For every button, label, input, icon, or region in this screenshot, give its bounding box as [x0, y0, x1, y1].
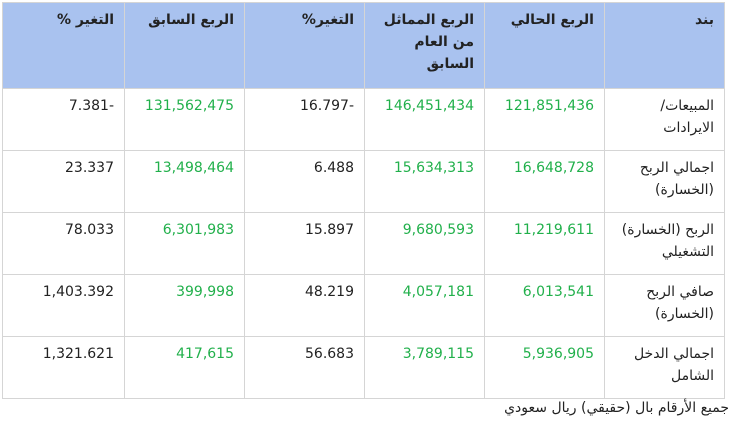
value-cell: 13,498,464 — [124, 150, 245, 213]
table-row: اجمالي الربح (الخسارة) 16,648,728 15,634,3… — [2, 150, 725, 213]
value-cell: 78.033 — [2, 212, 125, 275]
cell-value: 131,562,475 — [144, 98, 234, 114]
cell-value: 417,615 — [176, 346, 234, 362]
cell-value: 5,936,905 — [522, 346, 594, 362]
cell-value: 1,321.621 — [42, 346, 114, 362]
value-cell: 1,403.392 — [2, 274, 125, 337]
value-cell: 15,634,313 — [364, 150, 485, 213]
value-cell: 417,615 — [124, 336, 245, 399]
header-cell: الربع المماثل من العام السابق — [364, 2, 485, 89]
value-cell: 121,851,436 — [484, 88, 605, 151]
value-cell: 48.219 — [244, 274, 365, 337]
cell-value: 146,451,434 — [384, 98, 474, 114]
row-label: اجمالي الربح (الخسارة) — [604, 150, 725, 213]
cell-value: 15.897 — [305, 222, 354, 238]
cell-value: 15,634,313 — [393, 160, 474, 176]
value-cell: 6.488 — [244, 150, 365, 213]
value-cell: 56.683 — [244, 336, 365, 399]
cell-value: 6,301,983 — [162, 222, 234, 238]
data-table: بند الربع الحالي الربع المماثل من العام ال… — [2, 2, 725, 399]
value-cell: 6,013,541 — [484, 274, 605, 337]
cell-value: 11,219,611 — [513, 222, 594, 238]
cell-value: 56.683 — [305, 346, 354, 362]
header-cell: التغير% — [244, 2, 365, 89]
row-label: صافي الربح (الخسارة) — [604, 274, 725, 337]
header-row: بند الربع الحالي الربع المماثل من العام ال… — [2, 2, 725, 89]
value-cell: 146,451,434 — [364, 88, 485, 151]
header-cell: التغير % — [2, 2, 125, 89]
cell-value: 4,057,181 — [402, 284, 474, 300]
footer-note: جميع الأرقام بال (حقيقي) ريال سعودي — [504, 400, 729, 416]
table-wrap: بند الربع الحالي الربع المماثل من العام ال… — [2, 2, 725, 399]
cell-value: 16.797- — [299, 98, 354, 114]
cell-value: 121,851,436 — [504, 98, 594, 114]
table-row: المبيعات/ الايرادات 121,851,436 146,451,43… — [2, 88, 725, 151]
value-cell: 15.897 — [244, 212, 365, 275]
cell-value: 78.033 — [65, 222, 114, 238]
row-label: المبيعات/ الايرادات — [604, 88, 725, 151]
cell-value: 48.219 — [305, 284, 354, 300]
cell-value: 6,013,541 — [522, 284, 594, 300]
cell-value: 9,680,593 — [402, 222, 474, 238]
value-cell: 16,648,728 — [484, 150, 605, 213]
header-cell: الربع الحالي — [484, 2, 605, 89]
table-row: صافي الربح (الخسارة) 6,013,541 4,057,181 48… — [2, 274, 725, 337]
row-label: اجمالي الدخل الشامل — [604, 336, 725, 399]
cell-value: 6.488 — [313, 160, 354, 176]
value-cell: 131,562,475 — [124, 88, 245, 151]
cell-value: 23.337 — [65, 160, 114, 176]
value-cell: 23.337 — [2, 150, 125, 213]
value-cell: 5,936,905 — [484, 336, 605, 399]
value-cell: 11,219,611 — [484, 212, 605, 275]
header-cell: بند — [604, 2, 725, 89]
value-cell: 7.381- — [2, 88, 125, 151]
cell-value: 7.381- — [68, 98, 114, 114]
table-row: الربح (الخسارة) التشغيلي 11,219,611 9,680,… — [2, 212, 725, 275]
row-label: الربح (الخسارة) التشغيلي — [604, 212, 725, 275]
value-cell: 4,057,181 — [364, 274, 485, 337]
value-cell: 6,301,983 — [124, 212, 245, 275]
cell-value: 13,498,464 — [153, 160, 234, 176]
cell-value: 1,403.392 — [42, 284, 114, 300]
value-cell: 399,998 — [124, 274, 245, 337]
cell-value: 3,789,115 — [402, 346, 474, 362]
value-cell: 3,789,115 — [364, 336, 485, 399]
value-cell: 16.797- — [244, 88, 365, 151]
value-cell: 9,680,593 — [364, 212, 485, 275]
value-cell: 1,321.621 — [2, 336, 125, 399]
cell-value: 399,998 — [176, 284, 234, 300]
cell-value: 16,648,728 — [513, 160, 594, 176]
header-cell: الربع السابق — [124, 2, 245, 89]
table-row: اجمالي الدخل الشامل 5,936,905 3,789,115 56.… — [2, 336, 725, 399]
